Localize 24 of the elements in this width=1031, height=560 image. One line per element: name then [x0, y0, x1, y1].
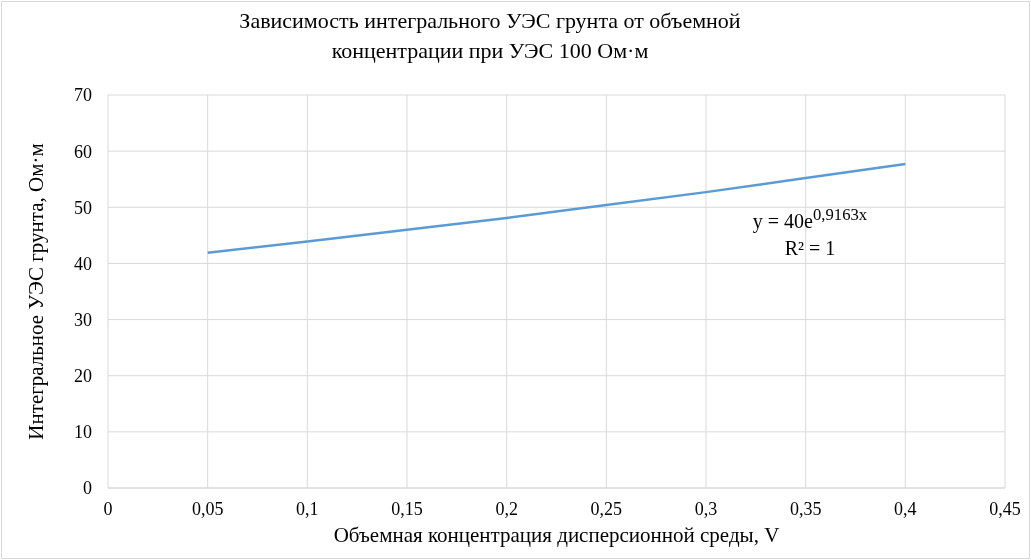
annotation: R² = 1 [783, 237, 837, 260]
y-tick-label: 70 [74, 85, 92, 106]
x-tick-label: 0,1 [296, 498, 319, 519]
x-tick-label: 0,4 [894, 498, 917, 519]
y-tick-label: 40 [74, 253, 92, 274]
annotation: y = 40e$^{0,9163x}$ [751, 205, 869, 233]
y-tick-label: 20 [74, 366, 92, 387]
x-tick-label: 0,05 [191, 498, 224, 519]
y-tick-label: 50 [74, 197, 92, 218]
y-tick-label: 10 [74, 422, 92, 443]
x-tick-label: 0,25 [590, 498, 623, 519]
x-tick-label: 0,45 [989, 498, 1021, 519]
x-tick-label: 0,2 [495, 498, 518, 519]
x-tick-label: 0,15 [391, 498, 423, 519]
chart-title: Зависимость интегрального УЭС грунта от объемной концентрации при УЭС 100 Ом·м [238, 7, 742, 65]
x-axis-title: Объемная концентрация дисперсионной среды, V [333, 523, 780, 547]
y-tick-label: 30 [74, 309, 92, 330]
y-tick-label: 0 [83, 478, 92, 499]
x-tick-label: 0,3 [694, 498, 718, 519]
y-axis-title: Интегральное УЭС грунта, Ом·м [24, 143, 49, 440]
x-tick-label: 0,35 [789, 498, 822, 519]
y-tick-label: 60 [74, 141, 92, 162]
x-tick-label: 0 [103, 498, 113, 519]
line-series [206, 162, 907, 255]
